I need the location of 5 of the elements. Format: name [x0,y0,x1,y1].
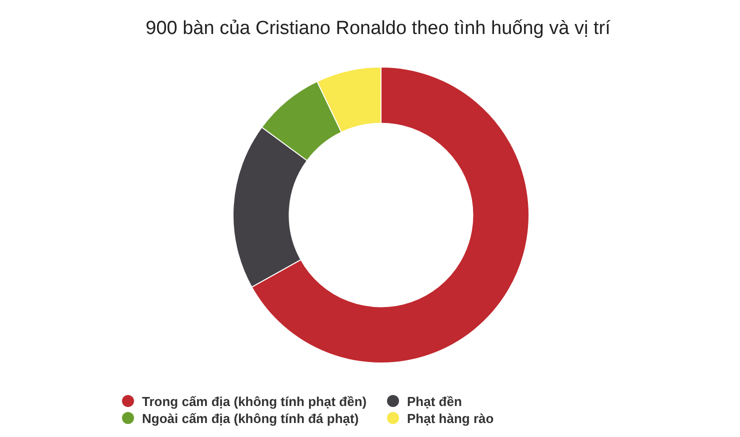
legend-label: Ngoài cấm địa (không tính đá phạt) [142,411,359,426]
legend-label: Trong cấm địa (không tính phạt đền) [142,394,367,409]
legend-label: Phạt hàng rào [407,411,494,426]
legend-label: Phạt đền [407,394,462,409]
chart-title: 900 bàn của Cristiano Ronaldo theo tình huống và vị trí [146,18,612,39]
